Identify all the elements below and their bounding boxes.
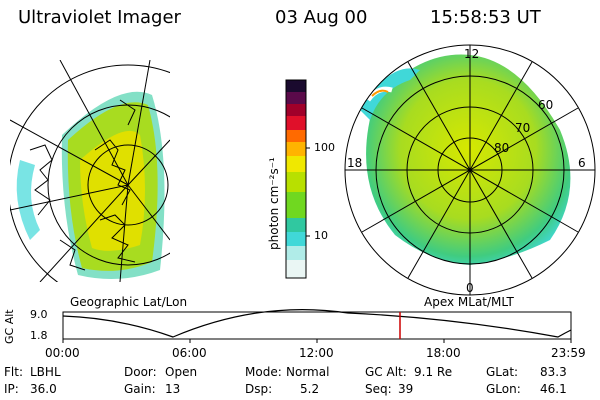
timeline-xtick-1200: 12:00 — [299, 346, 334, 360]
dsp-label: Dsp: — [245, 382, 273, 396]
gcalt-value: 9.1 Re — [414, 365, 453, 379]
gain-label: Gain: — [124, 382, 156, 396]
time-label: 15:58:53 UT — [430, 7, 541, 28]
timeline-xtick-1800: 18:00 — [426, 346, 461, 360]
timeline-ytick-min: 1.8 — [30, 329, 48, 342]
timeline-xtick-0000: 00:00 — [45, 346, 80, 360]
geo-caption: Geographic Lat/Lon — [70, 295, 188, 309]
altitude-timeline — [62, 309, 572, 343]
glat-value: 83.3 — [540, 365, 567, 379]
timeline-xtick-0600: 06:00 — [172, 346, 207, 360]
glat-label: GLat: — [486, 365, 519, 379]
colorbar-tick-100: 100 — [314, 141, 335, 154]
gcalt-label: GC Alt: — [365, 365, 407, 379]
gain-value: 13 — [165, 382, 181, 396]
mlt-label-12: 12 — [464, 47, 480, 61]
polar-caption: Apex MLat/MLT — [424, 295, 514, 309]
mlt-label-6: 6 — [578, 156, 586, 170]
mlat-label-60: 60 — [538, 98, 554, 112]
mlat-label-80: 80 — [494, 141, 510, 155]
seq-value: 39 — [398, 382, 414, 396]
dsp-value: 5.2 — [300, 382, 320, 396]
colorbar-tick-10: 10 — [314, 229, 328, 242]
mode-label: Mode: — [245, 365, 282, 379]
polar-plot — [344, 44, 596, 296]
door-label: Door: — [124, 365, 157, 379]
date-label: 03 Aug 00 — [275, 7, 368, 28]
colorbar — [285, 79, 310, 279]
glon-label: GLon: — [486, 382, 521, 396]
mode-value: Normal — [286, 365, 330, 379]
seq-label: Seq: — [365, 382, 392, 396]
instrument-title: Ultraviolet Imager — [18, 7, 181, 28]
ip-value: 36.0 — [30, 382, 57, 396]
colorbar-unit-label: photon cm⁻²s⁻¹ — [267, 157, 281, 250]
timeline-ylabel: GC Alt — [3, 309, 16, 344]
flt-value: LBHL — [30, 365, 61, 379]
timeline-ytick-max: 9.0 — [30, 308, 48, 321]
mlat-label-70: 70 — [515, 121, 531, 135]
ip-label: IP: — [4, 382, 19, 396]
flt-label: Flt: — [4, 365, 23, 379]
glon-value: 46.1 — [540, 382, 567, 396]
geographic-globe — [10, 60, 170, 282]
mlt-label-18: 18 — [347, 156, 363, 170]
door-value: Open — [165, 365, 198, 379]
timeline-xtick-2359: 23:59 — [551, 346, 586, 360]
mlt-label-0: 0 — [466, 281, 474, 295]
